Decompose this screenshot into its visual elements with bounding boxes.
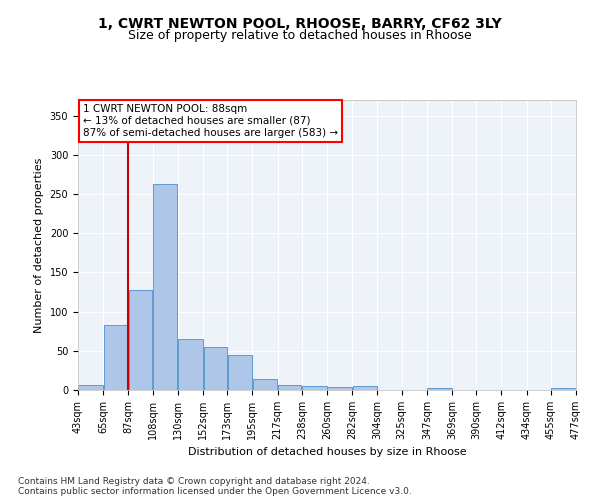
Text: Size of property relative to detached houses in Rhoose: Size of property relative to detached ho… xyxy=(128,29,472,42)
Bar xyxy=(178,339,203,390)
Bar xyxy=(104,325,128,390)
Bar xyxy=(427,388,452,390)
Bar xyxy=(79,386,103,390)
Text: 1 CWRT NEWTON POOL: 88sqm
← 13% of detached houses are smaller (87)
87% of semi-: 1 CWRT NEWTON POOL: 88sqm ← 13% of detac… xyxy=(83,104,338,138)
X-axis label: Distribution of detached houses by size in Rhoose: Distribution of detached houses by size … xyxy=(188,448,466,458)
Bar xyxy=(328,387,352,390)
Bar xyxy=(227,354,252,390)
Bar xyxy=(551,388,575,390)
Text: Contains HM Land Registry data © Crown copyright and database right 2024.: Contains HM Land Registry data © Crown c… xyxy=(18,478,370,486)
Y-axis label: Number of detached properties: Number of detached properties xyxy=(34,158,44,332)
Bar xyxy=(203,347,227,390)
Text: Contains public sector information licensed under the Open Government Licence v3: Contains public sector information licen… xyxy=(18,488,412,496)
Bar xyxy=(153,184,178,390)
Bar xyxy=(353,386,377,390)
Bar xyxy=(253,379,277,390)
Bar xyxy=(278,386,301,390)
Bar xyxy=(302,386,326,390)
Bar xyxy=(129,290,152,390)
Text: 1, CWRT NEWTON POOL, RHOOSE, BARRY, CF62 3LY: 1, CWRT NEWTON POOL, RHOOSE, BARRY, CF62… xyxy=(98,18,502,32)
